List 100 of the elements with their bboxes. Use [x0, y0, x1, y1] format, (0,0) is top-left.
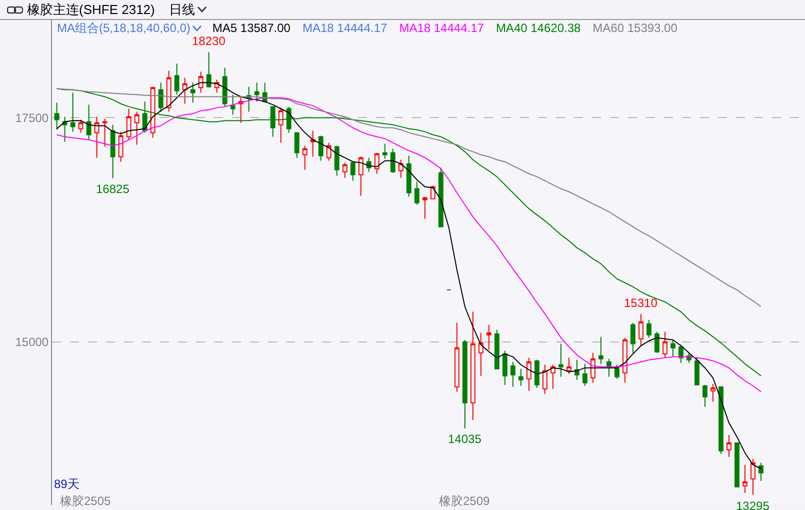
candlestick: [582, 363, 588, 386]
candlestick: [382, 143, 388, 160]
candlestick: [326, 142, 332, 162]
candlestick: [590, 352, 596, 384]
candlestick: [158, 82, 164, 112]
candlestick: [638, 314, 644, 346]
candlestick: [486, 324, 492, 350]
candlestick: [350, 162, 356, 182]
candlestick: [510, 361, 516, 388]
candlestick: [110, 124, 116, 179]
candlestick: [710, 383, 716, 402]
candlestick: [342, 162, 348, 178]
candlestick: [102, 118, 108, 148]
candlestick: [566, 357, 572, 374]
candlestick: [414, 181, 420, 206]
candlestick: [78, 119, 84, 134]
candlestick: [734, 442, 740, 488]
text: MA5 13587.00: [212, 21, 290, 35]
candlestick: [630, 322, 636, 354]
candlestick: [662, 331, 668, 358]
line-series: [56, 82, 762, 470]
candlestick: [558, 343, 564, 378]
candlestick: [126, 108, 132, 140]
candlestick: [134, 111, 140, 146]
candlestick: [182, 77, 188, 104]
candlestick: [478, 332, 484, 376]
candlestick: [302, 145, 308, 170]
candlestick: [622, 337, 628, 384]
candlestick: [598, 336, 604, 364]
candlestick: [358, 156, 364, 196]
annotation: 橡胶2505: [60, 493, 111, 510]
candlestick: [70, 92, 76, 132]
candlestick: [670, 339, 676, 358]
candlestick: [142, 101, 148, 134]
candlestick: [278, 107, 284, 144]
candlestick: [390, 148, 396, 174]
candlestick: [230, 94, 236, 116]
y-tick-label: 15000: [15, 335, 49, 350]
candlestick: [518, 368, 524, 386]
candlestick: [270, 106, 276, 138]
annotation: MA18 14444.17: [302, 21, 388, 35]
y-tick-label: 17500: [15, 110, 49, 125]
candlestick: [294, 132, 300, 158]
annotation: 16825: [96, 182, 130, 196]
candlestick: [94, 116, 100, 158]
candlestick: [470, 311, 476, 420]
candlestick: [462, 339, 468, 429]
text: MA18 14444.17: [399, 21, 484, 35]
candlestick: [678, 344, 684, 364]
chart-subtitle: MA组合(5,18,18,40,60,0): [57, 20, 190, 36]
candlestick: [86, 104, 92, 140]
candlestick: [702, 384, 708, 408]
candlestick: [758, 462, 764, 482]
candlestick: [118, 131, 124, 162]
chart-title: 橡胶主连(SHFE 2312): [27, 0, 155, 18]
candlestick: [54, 102, 60, 130]
line-series: [56, 88, 762, 308]
candlestick: [334, 145, 340, 176]
annotation: 14035: [448, 432, 482, 446]
candlestick: [454, 322, 460, 392]
candlestick: [494, 329, 500, 370]
candlestick: [542, 364, 548, 394]
candlestick: [502, 350, 508, 386]
candlestick: [286, 106, 292, 134]
candlestick: [318, 135, 324, 162]
candlestick: [174, 63, 180, 96]
text: MA40 14620.38: [496, 21, 581, 35]
candlestick: [438, 167, 444, 228]
candlestick: [166, 70, 172, 112]
annotation: 13295: [736, 499, 770, 510]
candlestick: [422, 196, 428, 220]
candlestick: [246, 86, 252, 112]
annotation: 15310: [624, 296, 658, 310]
candlestick: [374, 152, 380, 174]
text: 日线: [168, 0, 195, 18]
candlestick: [150, 86, 156, 138]
annotation: 89天: [54, 476, 80, 493]
candlestick: [646, 319, 652, 338]
candlestick: [726, 434, 732, 458]
text: MA60 15393.00: [592, 21, 678, 35]
candlestick: [694, 357, 700, 386]
candlestick: [718, 386, 724, 454]
candlestick: [310, 130, 316, 158]
candlestick: [190, 82, 196, 104]
candlestick: [406, 155, 412, 198]
candlestick: [254, 82, 260, 102]
annotation: 橡胶2509: [439, 493, 490, 510]
candlestick: [526, 357, 532, 392]
candlestick: [198, 71, 204, 94]
annotation: 18230: [192, 34, 226, 48]
candlestick: [742, 464, 748, 494]
candlestick: [238, 96, 244, 124]
candlestick: [654, 331, 660, 354]
candlestick: [222, 67, 228, 108]
candlestick: [62, 116, 68, 142]
candlestick: [534, 359, 540, 388]
candlestick: [606, 358, 612, 378]
candlestick: [398, 159, 404, 178]
candlestick: [206, 52, 212, 88]
candlestick: [750, 458, 756, 496]
